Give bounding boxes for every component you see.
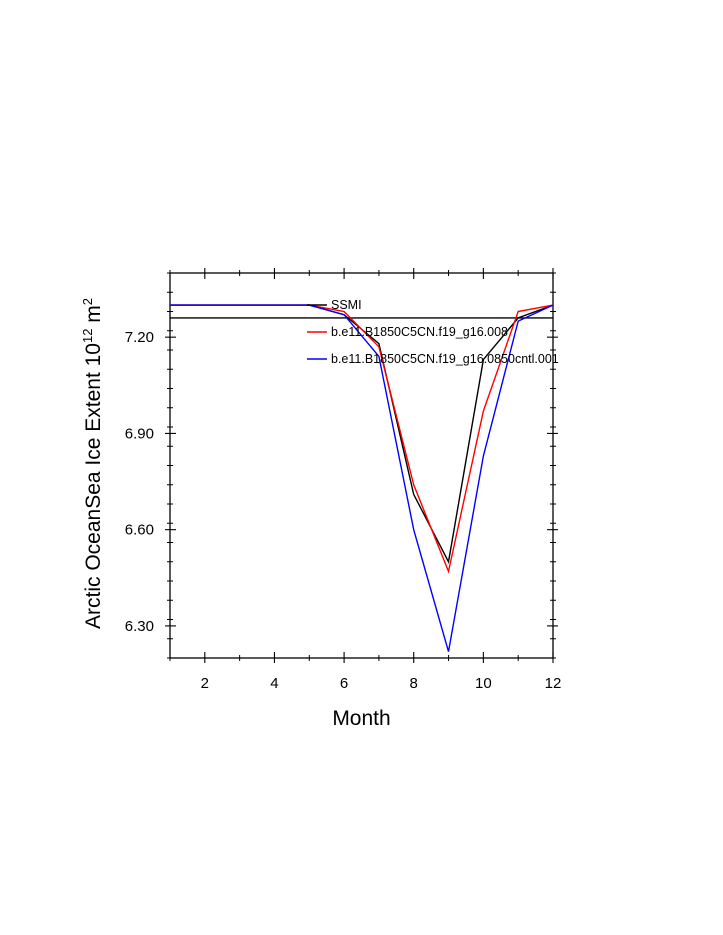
y-axis-title-unit: m (82, 305, 105, 323)
x-tick-label: 12 (545, 675, 562, 692)
y-axis-title-unit-exponent: 2 (80, 298, 95, 305)
x-tick-label: 8 (410, 675, 418, 692)
y-tick-label: 6.60 (125, 522, 154, 539)
y-axis-title-main: Arctic OceanSea Ice Extent 10 (82, 343, 105, 629)
y-axis-title: Arctic OceanSea Ice Extent 1012 m2 (80, 298, 105, 629)
y-tick-labels: 6.30 6.60 6.90 7.20 (125, 329, 154, 635)
y-axis-title-exponent: 12 (80, 329, 95, 343)
x-tick-label: 4 (270, 675, 278, 692)
y-tick-label: 6.90 (125, 425, 154, 442)
x-tick-label: 6 (340, 675, 348, 692)
legend-label-3: b.e11.B1850C5CN.f19_g16.0850cntl.001 (331, 352, 559, 366)
y-tick-label: 7.20 (125, 329, 154, 346)
legend-label-1: SSMI (331, 298, 362, 312)
x-tick-label: 10 (475, 675, 492, 692)
legend: SSMI b.e11.B1850C5CN.f19_g16.008 b.e11.B18… (307, 298, 559, 366)
series-lines (170, 304, 554, 652)
axis-ticks (165, 268, 558, 663)
x-tick-labels: 2 4 6 8 10 12 (201, 675, 562, 692)
legend-label-2: b.e11.B1850C5CN.f19_g16.008 (331, 325, 508, 339)
y-tick-label: 6.30 (125, 618, 154, 635)
series-line-3 (170, 304, 554, 652)
x-tick-label: 2 (201, 675, 209, 692)
x-axis-title: Month (332, 707, 390, 730)
